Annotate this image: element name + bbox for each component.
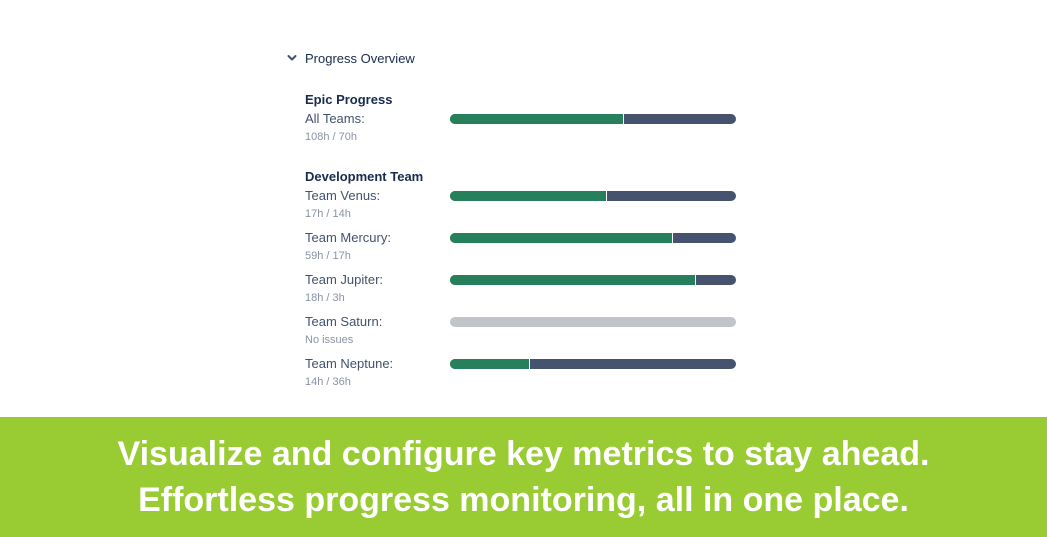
development-team-group: Development Team Team Venus: 17h / 14h Tea… (305, 168, 745, 396)
epic-rows: All Teams: 108h / 70h (305, 109, 745, 151)
row-label: Team Mercury: (305, 230, 391, 245)
row-label: Team Jupiter: (305, 272, 384, 287)
progress-bar-remaining (673, 233, 736, 243)
row-label: Team Saturn: (305, 314, 383, 329)
progress-bar-done (450, 275, 696, 285)
banner-line-2: Effortless progress monitoring, all in o… (138, 481, 909, 519)
progress-overview-panel: Progress Overview Epic Progress All Team… (285, 48, 745, 396)
row-time: No issues (305, 334, 354, 346)
progress-row: Team Venus: 17h / 14h (305, 186, 745, 228)
row-time: 59h / 17h (305, 250, 351, 262)
progress-bar-done (450, 114, 625, 124)
row-time: 18h / 3h (305, 292, 345, 304)
group-title-epic: Epic Progress (305, 92, 393, 107)
progress-overview-header[interactable]: Progress Overview (285, 48, 745, 68)
progress-bar[interactable] (450, 114, 736, 124)
progress-row: Team Jupiter: 18h / 3h (305, 270, 745, 312)
progress-bar-done (450, 233, 674, 243)
progress-bar[interactable] (450, 191, 736, 201)
progress-row: Team Mercury: 59h / 17h (305, 228, 745, 270)
epic-progress-group: Epic Progress All Teams: 108h / 70h (305, 91, 745, 151)
progress-bar-remaining (530, 359, 736, 369)
progress-bar-remaining (624, 114, 736, 124)
promo-banner: Visualize and configure key metrics to s… (0, 417, 1047, 537)
row-time: 108h / 70h (305, 131, 357, 143)
row-label: Team Venus: (305, 188, 381, 203)
row-time: 17h / 14h (305, 208, 351, 220)
chevron-down-icon[interactable] (285, 51, 299, 65)
progress-bar[interactable] (450, 233, 736, 243)
group-title-dev: Development Team (305, 169, 424, 184)
progress-bar-done (450, 359, 531, 369)
banner-line-1: Visualize and configure key metrics to s… (117, 435, 930, 473)
section-title: Progress Overview (305, 50, 415, 66)
row-label: Team Neptune: (305, 356, 394, 371)
progress-bar-remaining (696, 275, 736, 285)
progress-row: All Teams: 108h / 70h (305, 109, 745, 151)
progress-row: Team Saturn: No issues (305, 312, 745, 354)
progress-bar-remaining (607, 191, 736, 201)
progress-row: Team Neptune: 14h / 36h (305, 354, 745, 396)
progress-bar[interactable] (450, 317, 736, 327)
progress-bar[interactable] (450, 359, 736, 369)
progress-bar[interactable] (450, 275, 736, 285)
row-label: All Teams: (305, 111, 365, 126)
progress-bar-done (450, 191, 608, 201)
dev-rows: Team Venus: 17h / 14h Team Mercury: 59h / 1… (305, 186, 745, 396)
row-time: 14h / 36h (305, 376, 351, 388)
